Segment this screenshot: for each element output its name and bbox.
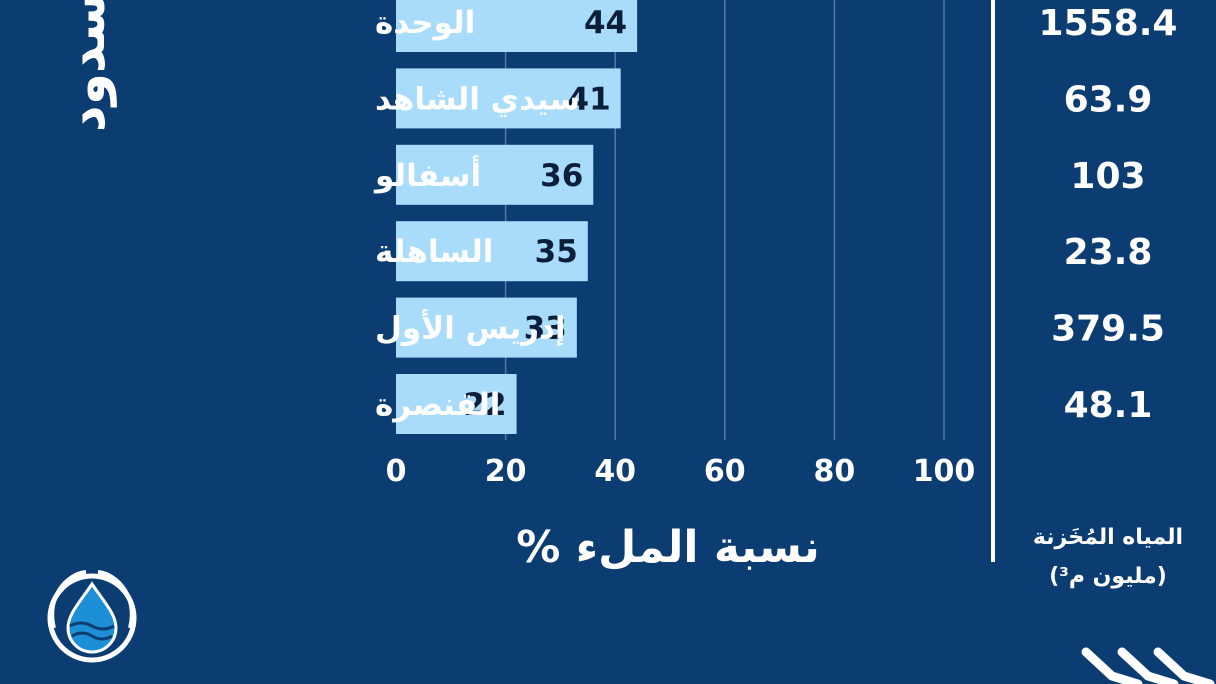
bar <box>396 297 577 358</box>
category-label: الوحدة <box>375 5 475 41</box>
stored-water-values: 1558.4 63.9 103 23.8 379.5 48.1 <box>1039 3 1178 426</box>
x-tick-label: 80 <box>814 454 856 489</box>
x-axis-title: نسبة الملء % <box>516 522 820 573</box>
category-label: إدريس الأول <box>375 309 566 347</box>
side-title: سدود <box>57 0 117 132</box>
stored-water-value: 48.1 <box>1064 385 1153 426</box>
bar-value-label: 41 <box>568 81 611 117</box>
stored-water-value: 23.8 <box>1064 232 1153 273</box>
stored-water-value: 103 <box>1070 156 1145 197</box>
x-tick-label: 0 <box>386 454 407 489</box>
chevron-arrows-icon <box>1081 647 1215 684</box>
x-axis-ticks: 0 20 40 60 80 100 <box>386 454 976 489</box>
bar-value-label: 22 <box>463 387 506 423</box>
stored-water-value: 1558.4 <box>1039 3 1178 44</box>
bar <box>396 0 638 52</box>
category-label: القنصرة <box>375 387 500 423</box>
bar-value-label: 33 <box>524 311 567 347</box>
bar-value-label: 36 <box>540 158 583 194</box>
bar <box>396 144 594 205</box>
stored-water-title: المياه المُخَزنة <box>1033 525 1183 550</box>
bar <box>396 221 588 282</box>
x-tick-label: 20 <box>485 454 527 489</box>
bar-value-label: 35 <box>535 234 578 270</box>
x-tick-label: 40 <box>594 454 636 489</box>
category-label: أسفالو <box>373 155 481 194</box>
stored-water-value: 63.9 <box>1064 79 1153 120</box>
category-label: سيدي الشاهد <box>375 81 580 117</box>
category-label: الساهلة <box>375 234 493 270</box>
stored-water-value: 379.5 <box>1051 309 1165 350</box>
water-drop-logo-icon <box>47 570 137 663</box>
category-labels: الوحدة سيدي الشاهد أسفالو الساهلة إدريس الأو… <box>373 5 580 423</box>
bar <box>396 374 517 434</box>
bar <box>396 68 621 129</box>
gridlines <box>504 0 945 440</box>
x-tick-label: 100 <box>913 454 976 489</box>
x-tick-label: 60 <box>704 454 746 489</box>
stored-water-unit: (مليون م³) <box>1049 564 1167 589</box>
bars: 44 41 36 35 33 22 <box>396 0 638 434</box>
bar-value-label: 44 <box>584 5 627 41</box>
